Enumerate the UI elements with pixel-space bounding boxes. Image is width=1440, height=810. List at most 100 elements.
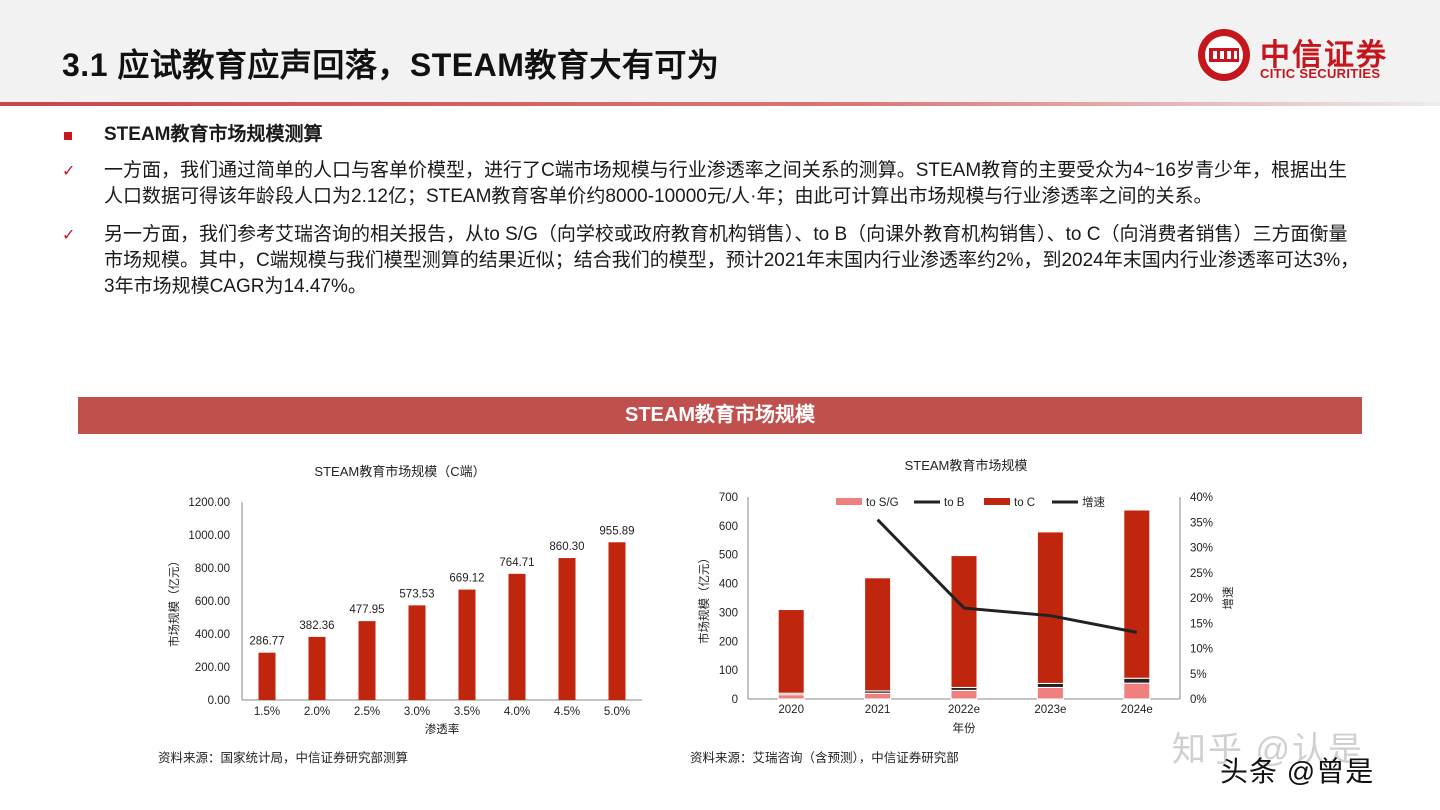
header-divider bbox=[0, 102, 1440, 106]
chart2-bar-segment bbox=[1036, 531, 1064, 684]
chart1-data-label: 573.53 bbox=[399, 588, 434, 600]
chart2-xtick-label: 2024e bbox=[1121, 704, 1153, 716]
chart2-legend-label: to S/G bbox=[866, 497, 899, 509]
chart2-bar-segment bbox=[777, 694, 805, 700]
chart1-data-label: 286.77 bbox=[249, 636, 284, 648]
chart1-xtick-label: 2.0% bbox=[304, 706, 330, 718]
slide-title: 3.1 应试教育应声回落，STEAM教育大有可为 bbox=[62, 47, 720, 83]
chart1-xtick-label: 5.0% bbox=[604, 706, 630, 718]
chart1-ytick-label: 0.00 bbox=[208, 695, 230, 707]
chart2-growth-line bbox=[876, 518, 1138, 634]
chart1-ytick-label: 800.00 bbox=[195, 563, 230, 575]
check-bullet-icon: ✓ bbox=[62, 163, 76, 180]
chart2-y2tick-label: 25% bbox=[1190, 568, 1213, 580]
chart2-y2label: 增速 bbox=[1221, 586, 1235, 609]
chart2-bar-segment bbox=[1123, 682, 1151, 700]
chart2-xlabel: 年份 bbox=[953, 721, 976, 735]
chart1-bar bbox=[408, 605, 426, 700]
chart2-ytick-label: 700 bbox=[719, 492, 738, 504]
chart1-xtick-label: 1.5% bbox=[254, 706, 280, 718]
chart1-ytick-label: 1000.00 bbox=[188, 530, 230, 542]
chart2-y2tick-label: 10% bbox=[1190, 644, 1213, 656]
chart2-xtick-label: 2021 bbox=[865, 704, 891, 716]
chart1-xtick-label: 4.0% bbox=[504, 706, 530, 718]
chart2-bar-segment bbox=[1123, 677, 1151, 684]
chart2-ytick-label: 200 bbox=[719, 636, 738, 648]
chart2-y2tick-label: 15% bbox=[1190, 618, 1213, 630]
chart2-ylabel: 市场规模（亿元） bbox=[697, 552, 711, 644]
chart-c-market: STEAM教育市场规模（C端） 0.00 200.00 400.00 600.00 800… bbox=[167, 464, 642, 736]
chart-banner: STEAM教育市场规模 bbox=[78, 397, 1362, 434]
chart1-bar bbox=[308, 636, 326, 700]
chart2-y2tick-label: 20% bbox=[1190, 593, 1213, 605]
chart2-ytick-label: 300 bbox=[719, 607, 738, 619]
chart1-data-label: 382.36 bbox=[299, 620, 334, 632]
chart1-ytick-label: 600.00 bbox=[195, 596, 230, 608]
chart2-y2tick-label: 35% bbox=[1190, 517, 1213, 529]
chart2-xtick-label: 2022e bbox=[948, 704, 980, 716]
chart2-bar-segment bbox=[1036, 686, 1064, 700]
chart2-bar-segment bbox=[950, 689, 978, 700]
chart1-xlabel: 渗透率 bbox=[425, 722, 460, 736]
chart2-title: STEAM教育市场规模 bbox=[905, 458, 1028, 473]
chart1-ytick-label: 1200.00 bbox=[188, 497, 230, 509]
chart1-bar bbox=[558, 558, 576, 700]
paragraph-1: 一方面，我们通过简单的人口与客单价模型，进行了C端市场规模与行业渗透率之间关系的… bbox=[104, 160, 1347, 207]
chart2-ytick-label: 500 bbox=[719, 550, 738, 562]
square-bullet-icon bbox=[64, 132, 72, 140]
chart1-data-label: 669.12 bbox=[449, 573, 484, 585]
chart1-bar bbox=[458, 589, 476, 700]
chart1-xtick-label: 3.0% bbox=[404, 706, 430, 718]
chart2-bar-segment bbox=[1036, 682, 1064, 688]
logo-chinese-text: 中信证券 bbox=[1260, 39, 1388, 72]
chart1-bar bbox=[608, 542, 626, 700]
chart2-ytick-label: 600 bbox=[719, 521, 738, 533]
chart1-data-label: 955.89 bbox=[599, 525, 634, 537]
chart2-legend-label: to B bbox=[944, 497, 965, 509]
paragraph-2: 另一方面，我们参考艾瑞咨询的相关报告，从to S/G（向学校或政府教育机构销售）… bbox=[104, 224, 1360, 297]
chart1-data-label: 860.30 bbox=[549, 541, 584, 553]
chart1-data-label: 764.71 bbox=[499, 557, 534, 569]
chart2-legend-label: to C bbox=[1014, 497, 1035, 509]
section-heading: STEAM教育市场规模测算 bbox=[104, 124, 323, 145]
chart2-bar-segment bbox=[950, 555, 978, 688]
chart-market-stacked: STEAM教育市场规模 0 100 200 300 400 500 600 700 0% 5% 10%… bbox=[697, 458, 1235, 735]
chart1-ylabel: 市场规模（亿元） bbox=[167, 555, 181, 647]
bullet-section: STEAM教育市场规模测算 ✓ 一方面，我们通过简单的人口与客单价模型，进行了C… bbox=[62, 122, 1362, 312]
chart2-legend-swatch bbox=[984, 498, 1010, 505]
chart1-xtick-label: 4.5% bbox=[554, 706, 580, 718]
chart2-xtick-label: 2020 bbox=[778, 704, 804, 716]
check-bullet-icon: ✓ bbox=[62, 227, 76, 244]
section-heading-row: STEAM教育市场规模测算 bbox=[62, 122, 1362, 148]
chart2-xtick-label: 2023e bbox=[1034, 704, 1066, 716]
paragraph-1-row: ✓ 一方面，我们通过简单的人口与客单价模型，进行了C端市场规模与行业渗透率之间关… bbox=[62, 158, 1362, 210]
chart1-bar bbox=[508, 573, 526, 700]
citic-emblem-icon bbox=[1198, 29, 1250, 81]
chart2-bar-segment bbox=[864, 577, 892, 692]
chart1-xtick-label: 3.5% bbox=[454, 706, 480, 718]
citic-logo: 中信证券 CITIC SECURITIES bbox=[1196, 26, 1406, 86]
chart2-ytick-label: 100 bbox=[719, 665, 738, 677]
chart2-y2tick-label: 30% bbox=[1190, 543, 1213, 555]
chart2-source: 资料来源：艾瑞咨询（含预测），中信证券研究部 bbox=[690, 751, 959, 765]
chart2-bar-segment bbox=[1123, 509, 1151, 679]
chart1-data-label: 477.95 bbox=[349, 604, 384, 616]
chart1-xtick-label: 2.5% bbox=[354, 706, 380, 718]
chart1-bar bbox=[358, 621, 376, 700]
chart2-bar-segment bbox=[777, 609, 805, 694]
chart2-legend-swatch bbox=[836, 498, 862, 505]
watermark-zhihu: 知乎 @认是 bbox=[1172, 731, 1364, 769]
chart2-bar-segment bbox=[864, 692, 892, 700]
chart1-ytick-label: 400.00 bbox=[195, 629, 230, 641]
logo-english-text: CITIC SECURITIES bbox=[1260, 66, 1381, 81]
chart2-y2tick-label: 40% bbox=[1190, 492, 1213, 504]
paragraph-2-row: ✓ 另一方面，我们参考艾瑞咨询的相关报告，从to S/G（向学校或政府教育机构销… bbox=[62, 222, 1362, 300]
chart2-ytick-label: 0 bbox=[732, 694, 738, 706]
chart2-legend-label: 增速 bbox=[1082, 495, 1105, 509]
chart2-y2tick-label: 0% bbox=[1190, 694, 1207, 706]
chart1-title: STEAM教育市场规模（C端） bbox=[314, 464, 485, 479]
chart1-bar bbox=[258, 652, 276, 700]
chart2-y2tick-label: 5% bbox=[1190, 669, 1207, 681]
watermark-toutiao: 头条 @曾是 bbox=[1220, 756, 1375, 787]
